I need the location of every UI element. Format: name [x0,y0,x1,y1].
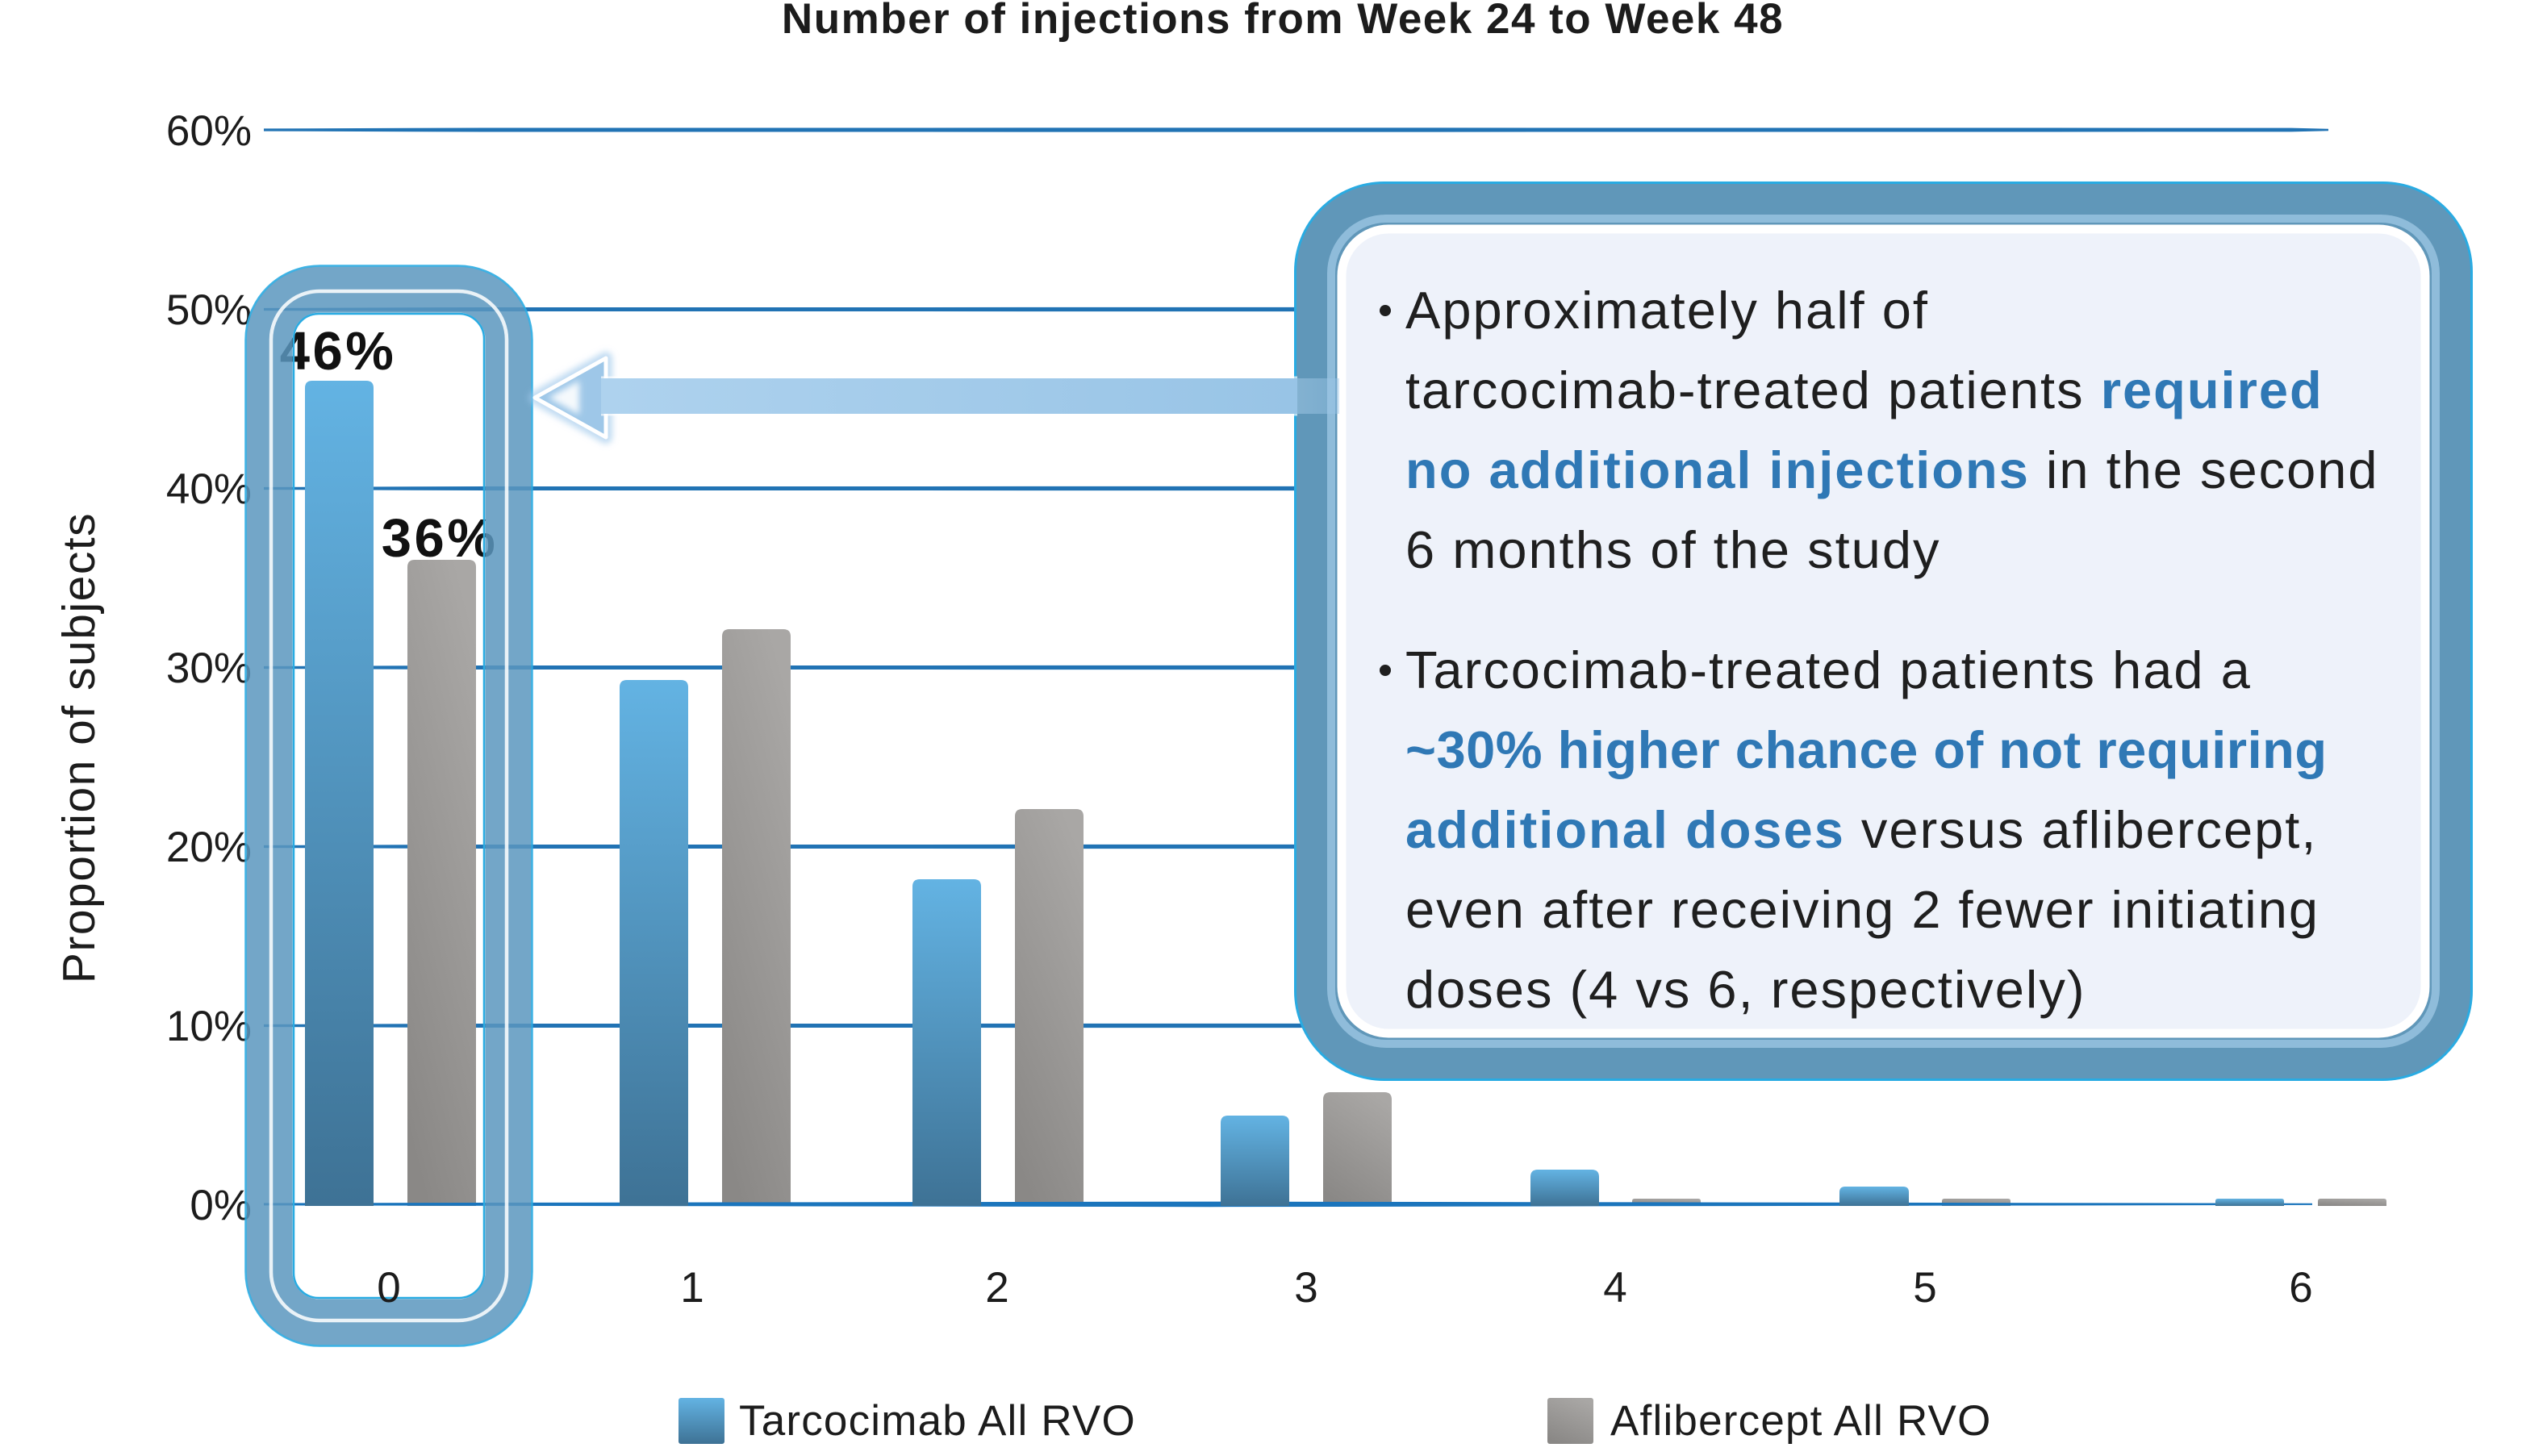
svg-text:0: 0 [377,1264,400,1312]
svg-text:36%: 36% [382,508,499,569]
svg-text:no additional injections in th: no additional injections in the second [1405,440,2379,499]
svg-text:46%: 46% [280,321,397,382]
svg-text:1: 1 [680,1264,704,1312]
svg-text:10%: 10% [166,1003,252,1050]
svg-text:~30% higher chance of not requ: ~30% higher chance of not requiring [1405,720,2328,779]
svg-text:2: 2 [985,1264,1008,1312]
svg-text:Aflibercept All RVO: Aflibercept All RVO [1610,1397,1992,1445]
svg-text:Approximately half of: Approximately half of [1405,281,1929,340]
svg-text:5: 5 [1913,1264,1936,1312]
svg-text:doses (4 vs 6, respectively): doses (4 vs 6, respectively) [1405,960,2086,1019]
svg-text:Number of injections from Week: Number of injections from Week 24 to Wee… [782,0,1784,43]
svg-text:even after receiving 2 fewer i: even after receiving 2 fewer initiating [1405,880,2319,939]
svg-text:Proportion of subjects: Proportion of subjects [53,512,105,983]
svg-text:0%: 0% [190,1182,252,1229]
svg-text:tarcocimab-treated patients re: tarcocimab-treated patients required [1405,361,2324,419]
svg-text:4: 4 [1603,1264,1626,1312]
svg-text:Tarcocimab-treated patients ha: Tarcocimab-treated patients had a [1405,640,2252,699]
svg-text:6: 6 [2289,1264,2312,1312]
svg-text:Tarcocimab All RVO: Tarcocimab All RVO [739,1397,1136,1445]
svg-text:20%: 20% [166,824,252,871]
svg-text:60%: 60% [166,107,252,155]
svg-text:30%: 30% [166,645,252,692]
svg-text:6 months of the study: 6 months of the study [1405,520,1940,579]
svg-text:40%: 40% [166,465,252,513]
svg-text:3: 3 [1294,1264,1317,1312]
svg-text:50%: 50% [166,286,252,334]
svg-text:additional doses versus aflibe: additional doses versus aflibercept, [1405,800,2317,859]
